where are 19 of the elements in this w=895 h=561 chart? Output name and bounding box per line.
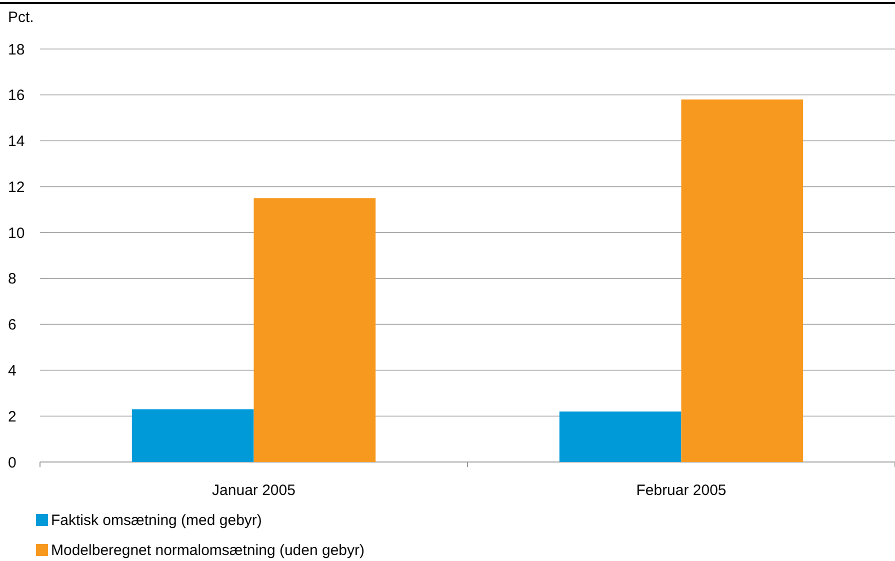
y-tick-label: 10 [8,224,25,242]
y-tick-label: 0 [8,454,16,472]
y-tick-label: 8 [8,270,16,288]
y-tick-label: 12 [8,178,25,196]
y-tick-label: 6 [8,316,16,334]
x-tick-label: Januar 2005 [212,482,296,499]
y-tick-label: 16 [8,87,25,104]
x-tick-label: Februar 2005 [636,482,726,499]
y-tick-label: 18 [8,41,25,58]
bar [254,198,376,462]
bar [681,99,804,462]
y-tick-label: 4 [8,362,16,380]
legend-label: Modelberegnet normalomsætning (uden gebyr) [51,542,365,559]
bar [559,412,682,462]
y-axis-title: Pct. [8,9,34,26]
y-tick-label: 14 [8,133,25,150]
legend-label: Faktisk omsætning (med gebyr) [51,512,262,529]
y-tick-label: 2 [8,408,16,426]
bar [132,409,254,462]
